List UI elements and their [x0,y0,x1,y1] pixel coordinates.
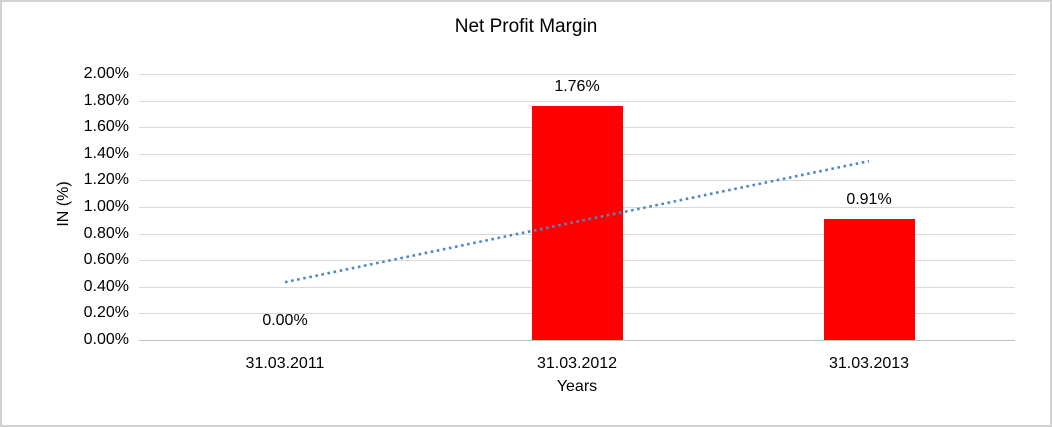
bar-31.03.2012 [532,106,623,340]
x-axis-title: Years [556,378,598,395]
data-label: 0.00% [262,312,308,329]
bar-31.03.2013 [824,219,915,340]
y-tick-label: 0.80% [83,225,129,242]
x-tick-label: 31.03.2013 [828,355,910,372]
gridline [139,101,1015,102]
y-tick-label: 0.60% [83,251,129,268]
y-tick-label: 1.00% [83,198,129,215]
data-label: 0.91% [846,191,892,208]
y-tick-label: 1.20% [83,171,129,188]
data-label: 1.76% [554,78,600,95]
gridline [139,74,1015,75]
y-tick-label: 1.80% [83,92,129,109]
y-tick-label: 1.60% [83,118,129,135]
y-tick-label: 2.00% [83,65,129,82]
y-tick-label: 0.40% [83,278,129,295]
x-tick-label: 31.03.2012 [536,355,618,372]
x-tick-label: 31.03.2011 [245,355,325,372]
y-tick-label: 0.00% [83,331,129,348]
x-axis-line [139,340,1015,341]
y-tick-label: 1.40% [83,145,129,162]
chart-title: Net Profit Margin [454,16,598,37]
y-tick-label: 0.20% [83,304,129,321]
